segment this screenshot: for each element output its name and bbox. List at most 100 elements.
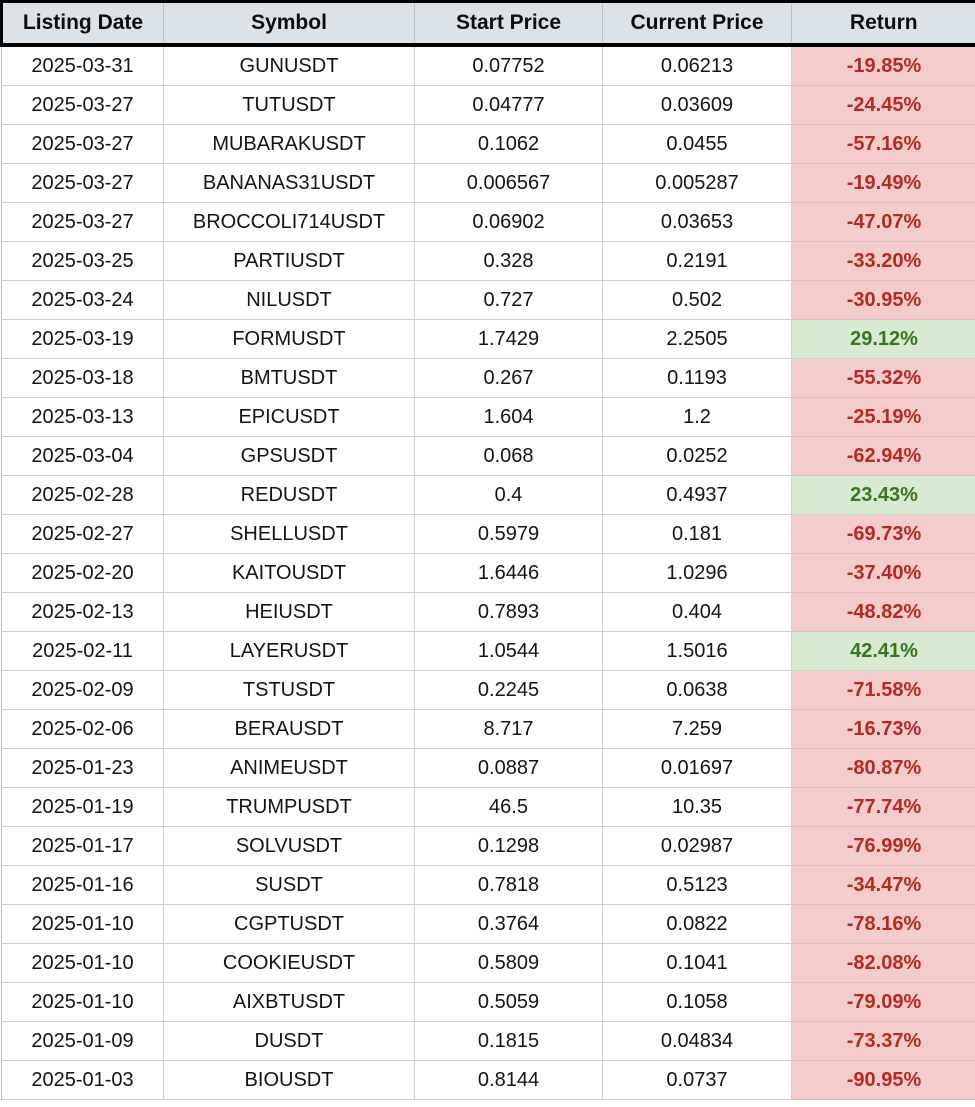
- cell-current-price[interactable]: 0.1041: [602, 943, 792, 983]
- cell-start-price[interactable]: 0.4: [414, 475, 603, 515]
- cell-listing-date[interactable]: 2025-01-23: [1, 748, 164, 788]
- cell-start-price[interactable]: 1.6446: [414, 553, 603, 593]
- cell-return[interactable]: -57.16%: [791, 124, 975, 164]
- cell-start-price[interactable]: 0.5809: [414, 943, 603, 983]
- cell-start-price[interactable]: 0.068: [414, 436, 603, 476]
- cell-start-price[interactable]: 1.0544: [414, 631, 603, 671]
- cell-listing-date[interactable]: 2025-01-03: [1, 1060, 164, 1100]
- cell-current-price[interactable]: 0.5123: [602, 865, 792, 905]
- cell-current-price[interactable]: 0.02987: [602, 826, 792, 866]
- cell-symbol[interactable]: TUTUSDT: [163, 85, 415, 125]
- cell-start-price[interactable]: 8.717: [414, 709, 603, 749]
- cell-current-price[interactable]: 0.06213: [602, 44, 792, 86]
- cell-current-price[interactable]: 0.01697: [602, 748, 792, 788]
- cell-return[interactable]: -30.95%: [791, 280, 975, 320]
- cell-start-price[interactable]: 0.006567: [414, 163, 603, 203]
- cell-symbol[interactable]: KAITOUSDT: [163, 553, 415, 593]
- cell-start-price[interactable]: 1.604: [414, 397, 603, 437]
- cell-return[interactable]: -34.47%: [791, 865, 975, 905]
- column-header-current-price[interactable]: Current Price: [602, 0, 792, 47]
- cell-listing-date[interactable]: 2025-01-19: [1, 787, 164, 827]
- cell-symbol[interactable]: TSTUSDT: [163, 670, 415, 710]
- cell-start-price[interactable]: 0.2245: [414, 670, 603, 710]
- cell-symbol[interactable]: ANIMEUSDT: [163, 748, 415, 788]
- cell-listing-date[interactable]: 2025-01-16: [1, 865, 164, 905]
- cell-symbol[interactable]: HEIUSDT: [163, 592, 415, 632]
- cell-start-price[interactable]: 0.727: [414, 280, 603, 320]
- cell-listing-date[interactable]: 2025-01-10: [1, 943, 164, 983]
- cell-start-price[interactable]: 0.8144: [414, 1060, 603, 1100]
- cell-current-price[interactable]: 7.259: [602, 709, 792, 749]
- cell-start-price[interactable]: 0.267: [414, 358, 603, 398]
- cell-symbol[interactable]: GPSUSDT: [163, 436, 415, 476]
- cell-symbol[interactable]: EPICUSDT: [163, 397, 415, 437]
- cell-start-price[interactable]: 0.07752: [414, 44, 603, 86]
- cell-symbol[interactable]: MUBARAKUSDT: [163, 124, 415, 164]
- cell-symbol[interactable]: PARTIUSDT: [163, 241, 415, 281]
- cell-current-price[interactable]: 0.0455: [602, 124, 792, 164]
- cell-current-price[interactable]: 0.0737: [602, 1060, 792, 1100]
- cell-return[interactable]: 29.12%: [791, 319, 975, 359]
- cell-symbol[interactable]: COOKIEUSDT: [163, 943, 415, 983]
- cell-listing-date[interactable]: 2025-02-28: [1, 475, 164, 515]
- cell-symbol[interactable]: CGPTUSDT: [163, 904, 415, 944]
- cell-start-price[interactable]: 0.1298: [414, 826, 603, 866]
- column-header-start-price[interactable]: Start Price: [414, 0, 603, 47]
- cell-return[interactable]: -69.73%: [791, 514, 975, 554]
- cell-listing-date[interactable]: 2025-02-09: [1, 670, 164, 710]
- cell-listing-date[interactable]: 2025-03-13: [1, 397, 164, 437]
- cell-return[interactable]: -90.95%: [791, 1060, 975, 1100]
- cell-current-price[interactable]: 0.0638: [602, 670, 792, 710]
- cell-current-price[interactable]: 0.03609: [602, 85, 792, 125]
- cell-listing-date[interactable]: 2025-03-24: [1, 280, 164, 320]
- cell-start-price[interactable]: 0.5059: [414, 982, 603, 1022]
- cell-current-price[interactable]: 1.0296: [602, 553, 792, 593]
- cell-return[interactable]: -19.49%: [791, 163, 975, 203]
- cell-symbol[interactable]: SOLVUSDT: [163, 826, 415, 866]
- cell-return[interactable]: 23.43%: [791, 475, 975, 515]
- cell-return[interactable]: 42.41%: [791, 631, 975, 671]
- cell-return[interactable]: -47.07%: [791, 202, 975, 242]
- cell-return[interactable]: -37.40%: [791, 553, 975, 593]
- cell-symbol[interactable]: GUNUSDT: [163, 44, 415, 86]
- cell-return[interactable]: -19.85%: [791, 44, 975, 86]
- cell-current-price[interactable]: 0.1193: [602, 358, 792, 398]
- cell-symbol[interactable]: BIOUSDT: [163, 1060, 415, 1100]
- cell-symbol[interactable]: BANANAS31USDT: [163, 163, 415, 203]
- cell-listing-date[interactable]: 2025-01-09: [1, 1021, 164, 1061]
- cell-symbol[interactable]: BERAUSDT: [163, 709, 415, 749]
- cell-current-price[interactable]: 0.181: [602, 514, 792, 554]
- cell-current-price[interactable]: 0.0822: [602, 904, 792, 944]
- cell-current-price[interactable]: 1.5016: [602, 631, 792, 671]
- cell-return[interactable]: -78.16%: [791, 904, 975, 944]
- cell-current-price[interactable]: 10.35: [602, 787, 792, 827]
- cell-listing-date[interactable]: 2025-03-27: [1, 163, 164, 203]
- cell-start-price[interactable]: 0.7818: [414, 865, 603, 905]
- cell-return[interactable]: -16.73%: [791, 709, 975, 749]
- cell-current-price[interactable]: 0.0252: [602, 436, 792, 476]
- cell-return[interactable]: -76.99%: [791, 826, 975, 866]
- cell-start-price[interactable]: 0.1815: [414, 1021, 603, 1061]
- cell-listing-date[interactable]: 2025-03-04: [1, 436, 164, 476]
- cell-start-price[interactable]: 1.7429: [414, 319, 603, 359]
- cell-return[interactable]: -80.87%: [791, 748, 975, 788]
- cell-start-price[interactable]: 0.328: [414, 241, 603, 281]
- cell-symbol[interactable]: SHELLUSDT: [163, 514, 415, 554]
- cell-return[interactable]: -62.94%: [791, 436, 975, 476]
- cell-current-price[interactable]: 0.03653: [602, 202, 792, 242]
- cell-listing-date[interactable]: 2025-02-06: [1, 709, 164, 749]
- cell-return[interactable]: -82.08%: [791, 943, 975, 983]
- cell-listing-date[interactable]: 2025-03-18: [1, 358, 164, 398]
- cell-start-price[interactable]: 0.0887: [414, 748, 603, 788]
- cell-listing-date[interactable]: 2025-03-31: [1, 44, 164, 86]
- cell-listing-date[interactable]: 2025-02-20: [1, 553, 164, 593]
- cell-symbol[interactable]: BMTUSDT: [163, 358, 415, 398]
- cell-listing-date[interactable]: 2025-02-27: [1, 514, 164, 554]
- cell-return[interactable]: -55.32%: [791, 358, 975, 398]
- cell-listing-date[interactable]: 2025-01-17: [1, 826, 164, 866]
- cell-start-price[interactable]: 0.04777: [414, 85, 603, 125]
- cell-symbol[interactable]: SUSDT: [163, 865, 415, 905]
- cell-current-price[interactable]: 0.2191: [602, 241, 792, 281]
- cell-listing-date[interactable]: 2025-02-13: [1, 592, 164, 632]
- cell-current-price[interactable]: 0.1058: [602, 982, 792, 1022]
